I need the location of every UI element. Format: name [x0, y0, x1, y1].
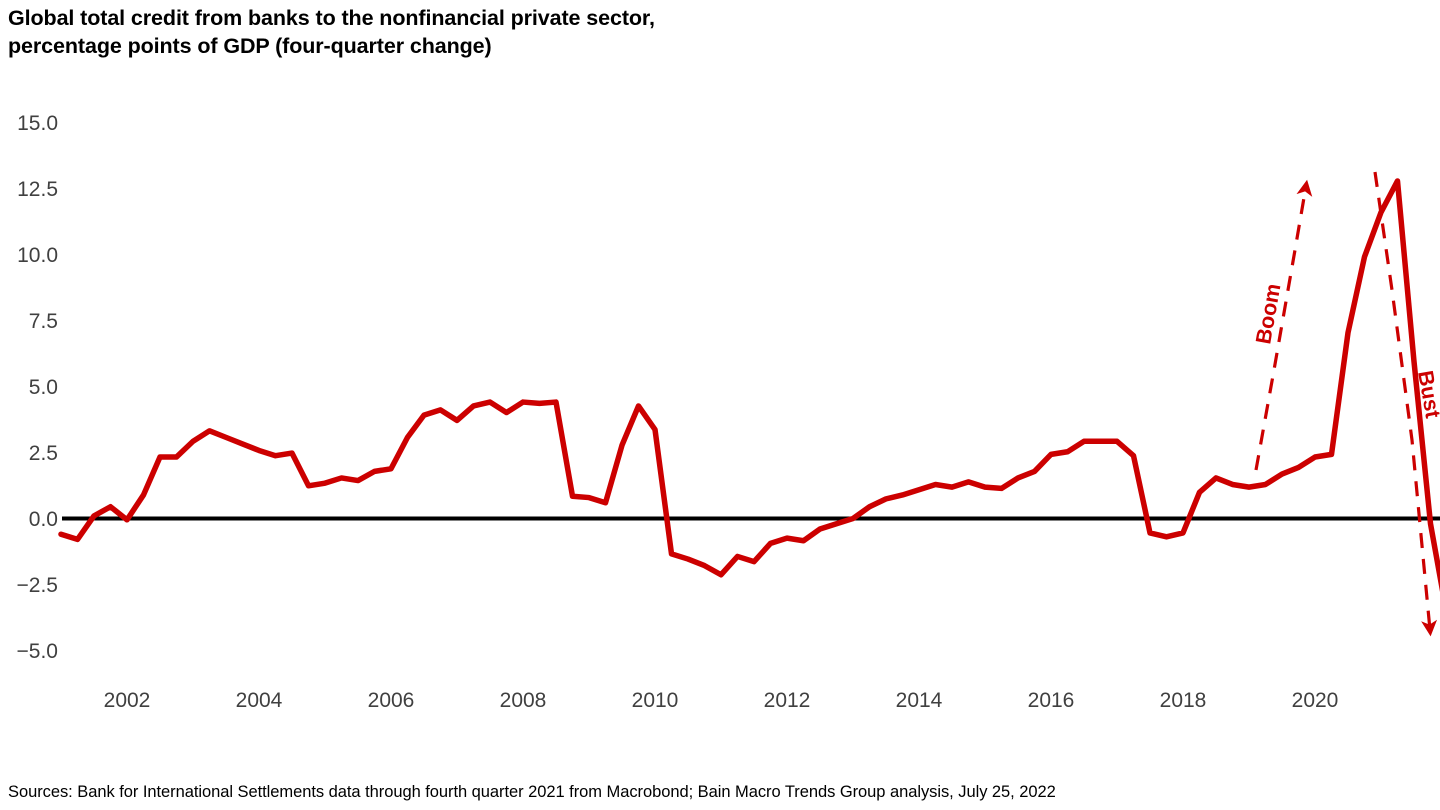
bust-dashed-arrow	[1373, 171, 1438, 637]
chart-plot-area: 15.0 12.5 10.0 7.5 5.0 2.5 0.0 −2.5 −5.0…	[17, 112, 1440, 712]
x-tick-label: 2016	[1028, 689, 1075, 712]
x-tick-label: 2008	[500, 689, 547, 712]
y-tick-label: 5.0	[29, 376, 58, 399]
y-tick-label: 15.0	[17, 112, 58, 135]
y-tick-label: 10.0	[17, 244, 58, 267]
y-axis-tick-labels: 15.0 12.5 10.0 7.5 5.0 2.5 0.0 −2.5 −5.0	[17, 112, 58, 663]
x-tick-label: 2002	[104, 689, 151, 712]
x-tick-label: 2018	[1160, 689, 1207, 712]
x-tick-label: 2006	[368, 689, 415, 712]
series-line-credit-growth	[58, 178, 1440, 592]
y-tick-label: −2.5	[17, 574, 58, 597]
x-tick-label: 2012	[764, 689, 811, 712]
x-tick-label: 2020	[1292, 689, 1339, 712]
y-tick-label: −5.0	[17, 640, 58, 663]
x-tick-label: 2014	[896, 689, 943, 712]
y-tick-label: 12.5	[17, 178, 58, 201]
annotation-bust: Bust	[1373, 171, 1440, 637]
annotation-boom: Boom	[1251, 179, 1313, 471]
source-note: Sources: Bank for International Settleme…	[8, 783, 1056, 801]
x-tick-label: 2004	[236, 689, 283, 712]
y-tick-label: 7.5	[29, 310, 58, 333]
x-tick-label: 2010	[632, 689, 679, 712]
x-axis-tick-labels: 2002 2004 2006 2008 2010 2012 2014 2016 …	[104, 689, 1339, 712]
y-tick-label: 2.5	[29, 442, 58, 465]
y-tick-label: 0.0	[29, 508, 58, 531]
page-title: Global total credit from banks to the no…	[8, 6, 655, 59]
boom-dashed-arrow	[1254, 179, 1313, 471]
